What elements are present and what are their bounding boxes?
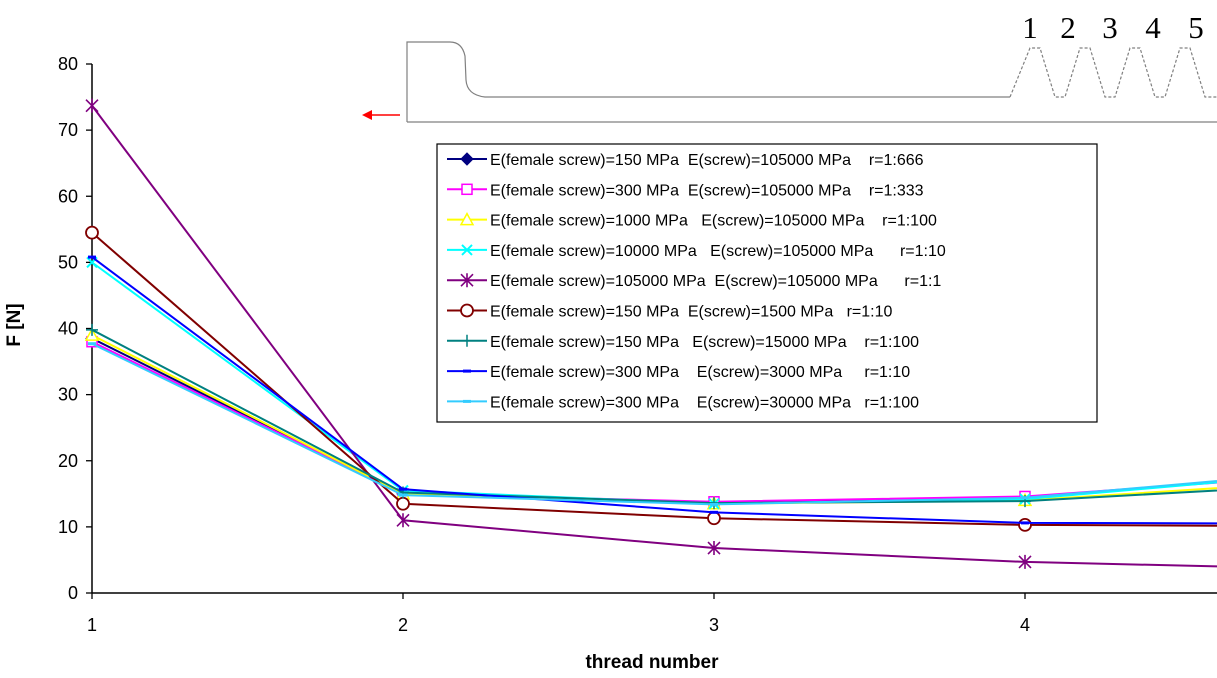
y-tick-label: 0: [68, 583, 78, 603]
thread-label-1: 1: [1022, 10, 1038, 45]
series-6: [85, 225, 1217, 532]
data-point: [85, 225, 99, 240]
data-point: [707, 541, 721, 556]
y-tick-label: 20: [58, 451, 78, 471]
data-point: [1018, 554, 1032, 569]
data-point: [396, 513, 410, 528]
data-point: [459, 212, 475, 226]
data-point: [710, 502, 718, 506]
thread-label-4: 4: [1145, 10, 1161, 45]
legend-label: E(female screw)=150 MPa E(screw)=105000 …: [490, 152, 924, 169]
legend-box: [436, 143, 1098, 423]
data-point: [463, 369, 471, 373]
y-tick-label: 50: [58, 252, 78, 272]
legend: E(female screw)=150 MPa E(screw)=105000 …: [436, 143, 1098, 423]
data-point: [399, 487, 407, 491]
series-layer: [84, 98, 1217, 569]
data-point: [461, 244, 473, 256]
data-point: [1021, 521, 1029, 525]
data-point: [1021, 496, 1029, 500]
y-tick-label: 60: [58, 186, 78, 206]
data-point: [463, 399, 471, 403]
legend-label: E(female screw)=300 MPa E(screw)=105000 …: [490, 182, 924, 199]
x-tick-label: 2: [398, 615, 408, 635]
data-point: [396, 496, 410, 511]
series-9: [88, 342, 1217, 506]
data-point: [88, 255, 96, 259]
data-point: [1018, 517, 1032, 532]
data-point: [460, 152, 474, 166]
x-tick-label: 4: [1020, 615, 1030, 635]
legend-entry-5: E(female screw)=105000 MPa E(screw)=1050…: [447, 273, 941, 290]
legend-label: E(female screw)=10000 MPa E(screw)=10500…: [490, 243, 946, 260]
x-tick-label: 1: [87, 615, 97, 635]
x-axis-title: thread number: [585, 652, 719, 673]
legend-entry-2: E(female screw)=300 MPa E(screw)=105000 …: [447, 182, 924, 199]
legend-label: E(female screw)=300 MPa E(screw)=30000 M…: [490, 394, 919, 411]
series-5: [85, 98, 1217, 569]
data-point: [461, 183, 473, 196]
data-point: [399, 493, 407, 497]
legend-label: E(female screw)=105000 MPa E(screw)=1050…: [490, 273, 941, 290]
y-axis-title: F [N]: [4, 303, 25, 346]
data-point: [710, 510, 718, 514]
data-point: [85, 98, 99, 113]
y-tick-label: 30: [58, 385, 78, 405]
legend-label: E(female screw)=300 MPa E(screw)=3000 MP…: [490, 364, 910, 381]
y-tick-label: 70: [58, 120, 78, 140]
data-point: [88, 342, 96, 346]
data-point: [86, 323, 98, 336]
thread-label-3: 3: [1102, 10, 1118, 45]
legend-entry-1: E(female screw)=150 MPa E(screw)=105000 …: [447, 152, 924, 169]
legend-entry-4: E(female screw)=10000 MPa E(screw)=10500…: [447, 243, 946, 260]
x-tick-label: 3: [709, 615, 719, 635]
thread-label-2: 2: [1060, 10, 1076, 45]
legend-label: E(female screw)=150 MPa E(screw)=15000 M…: [490, 334, 919, 351]
screw-schematic: 1 2 3 4 5: [362, 10, 1217, 123]
legend-label: E(female screw)=150 MPa E(screw)=1500 MP…: [490, 304, 892, 321]
legend-entry-8: E(female screw)=300 MPa E(screw)=3000 MP…: [447, 364, 910, 381]
thread-label-5: 5: [1188, 10, 1204, 45]
axes: 0 10 20 30 40 50 60 70 80 1 2 3 4: [58, 54, 1217, 635]
legend-entry-9: E(female screw)=300 MPa E(screw)=30000 M…: [447, 394, 919, 411]
data-point: [460, 303, 474, 318]
legend-label: E(female screw)=1000 MPa E(screw)=105000…: [490, 213, 937, 230]
legend-entry-3: E(female screw)=1000 MPa E(screw)=105000…: [447, 212, 937, 230]
data-point: [707, 511, 721, 526]
force-arrow: [362, 110, 400, 120]
y-tick-label: 80: [58, 54, 78, 74]
legend-entry-7: E(female screw)=150 MPa E(screw)=15000 M…: [447, 334, 919, 351]
legend-entry-6: E(female screw)=150 MPa E(screw)=1500 MP…: [447, 304, 892, 321]
y-tick-label: 10: [58, 517, 78, 537]
y-tick-label: 40: [58, 319, 78, 339]
series-8: [88, 255, 1217, 525]
data-point: [461, 334, 473, 347]
data-point: [460, 273, 474, 288]
